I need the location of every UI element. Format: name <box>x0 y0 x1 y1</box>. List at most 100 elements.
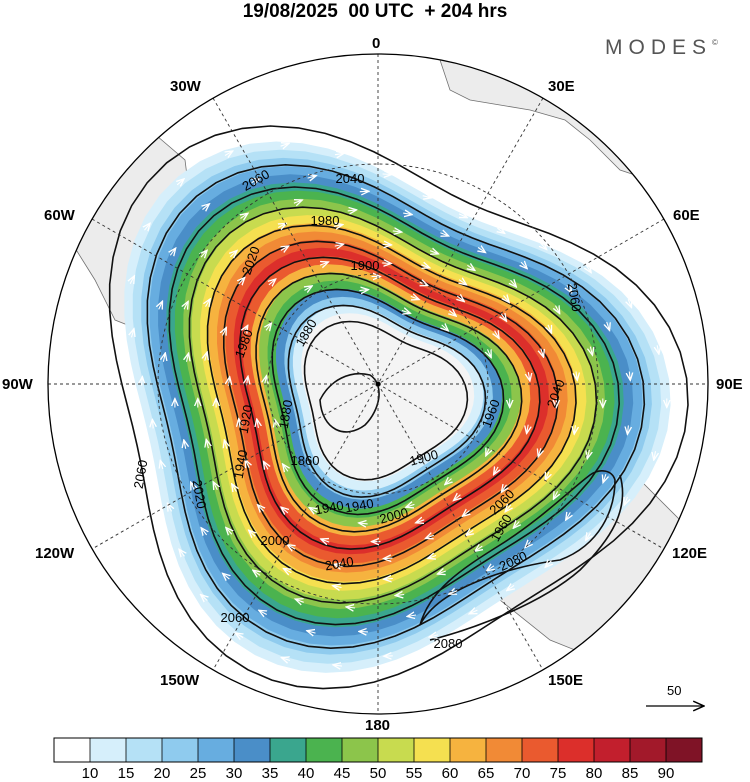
wind-arrow-icon <box>607 321 610 331</box>
height-contour-9 <box>287 304 487 498</box>
wind-arrow-icon <box>249 530 256 536</box>
wind-arrow-icon <box>445 479 452 485</box>
wind-arrow-icon <box>486 447 490 456</box>
wind-arrow-icon <box>319 262 328 265</box>
contour-label: 1860 <box>291 453 320 468</box>
wind-arrow-icon <box>159 301 163 310</box>
height-contour-8 <box>271 288 505 516</box>
wind-arrow-icon <box>429 251 438 254</box>
height-contour-5 <box>223 240 559 568</box>
wind-arrow-icon <box>252 178 260 182</box>
contour-inner-low <box>319 373 380 433</box>
colorbar-tick-label: 25 <box>189 765 207 782</box>
south-pole-marker <box>375 381 381 387</box>
contour-label: 2040 <box>324 554 355 574</box>
wind-arrow-icon <box>205 352 207 361</box>
contour-label: 2060 <box>131 459 151 490</box>
wind-arrow-icon <box>545 561 551 568</box>
wind-arrow-icon <box>132 329 135 338</box>
wind-arrow-icon <box>458 214 467 218</box>
contour-label: 2000 <box>261 533 290 548</box>
wind-arrow-icon <box>235 633 243 638</box>
contour-2080-east-inner <box>429 474 624 641</box>
wind-arrow-icon <box>657 345 659 354</box>
wind-arrow-icon <box>587 449 589 459</box>
wind-arrow-icon <box>410 296 419 299</box>
colorbar-tick-label: 35 <box>261 765 279 782</box>
colorbar-tick-label: 50 <box>369 765 387 782</box>
wind-arrow-icon <box>226 528 232 535</box>
wind-arrow-icon <box>382 263 391 264</box>
wind-arrow-icon <box>501 485 506 492</box>
wind-arrow-icon <box>437 571 446 574</box>
colorbar-tick-label: 20 <box>153 765 171 782</box>
colorbar-swatch <box>270 738 307 762</box>
wind-arrow-icon <box>475 546 482 551</box>
wind-arrow-icon <box>287 545 295 550</box>
wind-arrow-icon <box>586 265 591 273</box>
wind-arrow-icon <box>334 153 344 154</box>
wind-arrow-icon <box>206 299 211 307</box>
wind-arrow-icon <box>257 419 259 428</box>
wind-arrow-icon <box>333 225 343 227</box>
wind-arrow-icon <box>225 151 233 156</box>
wind-arrow-icon <box>184 301 188 309</box>
wind-arrow-icon <box>392 231 402 232</box>
reference-vector-label: 50 <box>667 683 682 698</box>
colorbar-swatch <box>630 738 667 762</box>
wind-arrow-icon <box>407 615 417 617</box>
wind-arrow-icon <box>239 278 245 285</box>
height-contour-7 <box>255 272 523 533</box>
contour-label: 2020 <box>190 479 210 510</box>
wind-arrow-icon <box>283 464 288 471</box>
wind-arrow-icon <box>541 348 544 358</box>
wind-arrow-icon <box>142 377 143 386</box>
wind-arrow-icon <box>177 179 184 185</box>
wind-arrow-icon <box>170 248 175 255</box>
wind-arrow-icon <box>416 520 425 523</box>
wind-arrow-icon <box>305 286 313 291</box>
wind-arrow-icon <box>160 460 163 470</box>
wind-arrow-icon <box>462 511 469 517</box>
wind-arrow-icon <box>454 495 461 501</box>
wind-arrow-icon <box>449 310 456 316</box>
wind-arrow-icon <box>130 276 134 284</box>
brand-logo: MODES© <box>605 36 718 60</box>
wind-arrow-icon <box>259 610 267 614</box>
wind-arrow-icon <box>624 496 627 505</box>
wind-arrow-icon <box>281 246 289 251</box>
wind-arrow-icon <box>201 595 208 601</box>
wind-band-21 <box>301 313 475 482</box>
height-contours <box>108 125 689 690</box>
lon-label-120w: 120W <box>35 545 75 562</box>
map-disk <box>48 54 708 714</box>
contour-2080-east <box>419 470 616 626</box>
wind-arrow-icon <box>497 228 504 233</box>
colorbar-swatch <box>594 738 631 762</box>
wind-arrow-icon <box>467 265 475 270</box>
wind-arrow-icon <box>223 327 227 335</box>
colorbar-swatch <box>414 738 451 762</box>
wind-arrow-icon <box>269 279 276 285</box>
colorbar-tick-label: 75 <box>549 765 567 782</box>
wind-arrow-icon <box>548 324 552 333</box>
lon-label-150e: 150E <box>548 672 584 689</box>
colorbar-swatch <box>486 738 523 762</box>
lon-label-60e: 60E <box>673 207 700 224</box>
wind-arrow-icon <box>553 491 557 499</box>
wind-arrow-icon <box>201 528 207 535</box>
wind-arrow-icon <box>395 595 405 596</box>
wind-arrow-icon <box>266 323 271 330</box>
wind-arrow-icon <box>428 556 437 559</box>
wind-arrow-icon <box>440 233 448 236</box>
wind-arrow-icon <box>184 440 186 449</box>
height-contour-10 <box>303 320 469 481</box>
wind-arrow-icon <box>495 331 500 339</box>
wind-arrow-icon <box>576 371 577 381</box>
wind-arrow-icon <box>191 482 195 491</box>
wind-arrow-icon <box>264 462 269 470</box>
wind-arrow-icon <box>152 419 153 429</box>
wind-arrow-icon <box>347 210 357 211</box>
wind-arrow-icon <box>333 665 343 666</box>
